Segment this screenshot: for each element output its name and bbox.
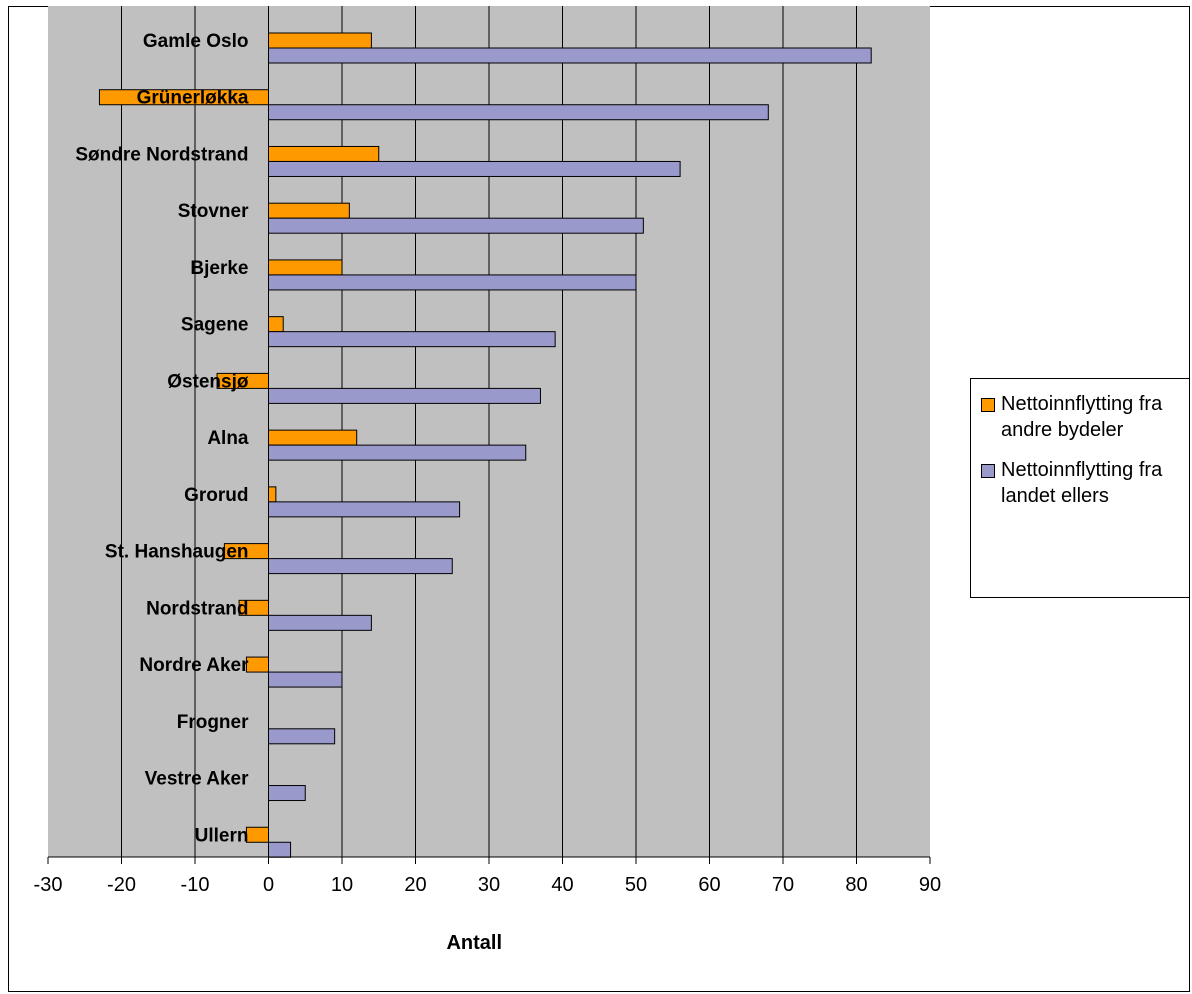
bar-landet-ellers	[268, 274, 637, 291]
bar-landet-ellers	[268, 785, 306, 802]
bar-andre-bydeler	[245, 656, 269, 673]
category-label: Stovner	[178, 201, 249, 222]
bar-andre-bydeler	[268, 259, 343, 276]
x-tick-label: 80	[845, 874, 867, 896]
x-tick-label: 30	[478, 874, 500, 896]
bar-andre-bydeler	[268, 486, 277, 503]
x-tick-label: -20	[107, 874, 136, 896]
category-label: Grünerløkka	[137, 88, 249, 109]
x-tick-label: -10	[181, 874, 210, 896]
x-tick-label: 90	[919, 874, 941, 896]
legend-label: Nettoinnflytting fra landet ellers	[1001, 459, 1163, 507]
bar-andre-bydeler	[268, 202, 350, 219]
x-tick-label: 10	[331, 874, 353, 896]
x-tick-label: -30	[34, 874, 63, 896]
bar-landet-ellers	[268, 671, 343, 688]
legend: Nettoinnflytting fra andre bydeler Netto…	[970, 378, 1190, 598]
bar-landet-ellers	[268, 387, 541, 404]
bar-landet-ellers	[268, 104, 769, 121]
bar-andre-bydeler	[268, 429, 358, 446]
bar-landet-ellers	[268, 728, 336, 745]
category-label: Nordstrand	[146, 598, 248, 619]
category-label: Søndre Nordstrand	[75, 144, 248, 165]
category-label: Alna	[207, 428, 249, 449]
bar-landet-ellers	[268, 501, 461, 518]
x-tick-label: 60	[698, 874, 720, 896]
category-label: Bjerke	[190, 258, 248, 279]
legend-entry-landet-ellers: Nettoinnflytting fra landet ellers	[981, 457, 1183, 509]
bar-landet-ellers	[268, 614, 372, 631]
category-label: Østensjø	[167, 371, 249, 392]
category-labels: Gamle Oslo Grünerløkka Søndre Nordstrand St…	[75, 31, 249, 846]
legend-swatch-orange	[981, 398, 995, 412]
bar-landet-ellers	[268, 558, 453, 575]
bar-landet-ellers	[268, 331, 556, 348]
bar-andre-bydeler	[245, 826, 269, 843]
bar-andre-bydeler	[216, 372, 270, 389]
bar-andre-bydeler	[268, 145, 380, 162]
bar-andre-bydeler	[223, 543, 269, 560]
legend-swatch-purple	[981, 464, 995, 478]
legend-label: Nettoinnflytting fra andre bydeler	[1001, 393, 1163, 441]
bar-landet-ellers	[268, 444, 527, 461]
category-label: Ullern	[195, 825, 249, 846]
bar-landet-ellers	[268, 217, 644, 234]
category-label: Gamle Oslo	[143, 31, 249, 52]
category-label: Nordre Aker	[139, 655, 249, 676]
bar-landet-ellers	[268, 841, 292, 858]
x-tick-label: 40	[551, 874, 573, 896]
x-tick-label: 70	[772, 874, 794, 896]
x-tick-label: 0	[263, 874, 274, 896]
bars	[98, 32, 872, 858]
bar-andre-bydeler	[268, 32, 372, 49]
bar-andre-bydeler	[98, 89, 269, 106]
category-label: Frogner	[177, 712, 249, 733]
x-axis-title: Antall	[446, 932, 502, 954]
x-tick-label: 50	[625, 874, 647, 896]
x-tick-label: 20	[404, 874, 426, 896]
bar-andre-bydeler	[238, 599, 270, 616]
category-label: Grorud	[184, 485, 248, 506]
bar-landet-ellers	[268, 160, 681, 177]
gridlines	[121, 6, 857, 857]
category-label: St. Hanshaugen	[105, 542, 249, 563]
bar-andre-bydeler	[268, 316, 284, 333]
category-label: Vestre Aker	[145, 769, 249, 790]
bar-landet-ellers	[268, 47, 872, 64]
legend-entry-andre-bydeler: Nettoinnflytting fra andre bydeler	[981, 391, 1183, 443]
x-axis-ticks: -30 -20 -10 0 10 20 30 40 50 60 70 80 90	[34, 857, 941, 896]
category-label: Sagene	[181, 315, 249, 336]
